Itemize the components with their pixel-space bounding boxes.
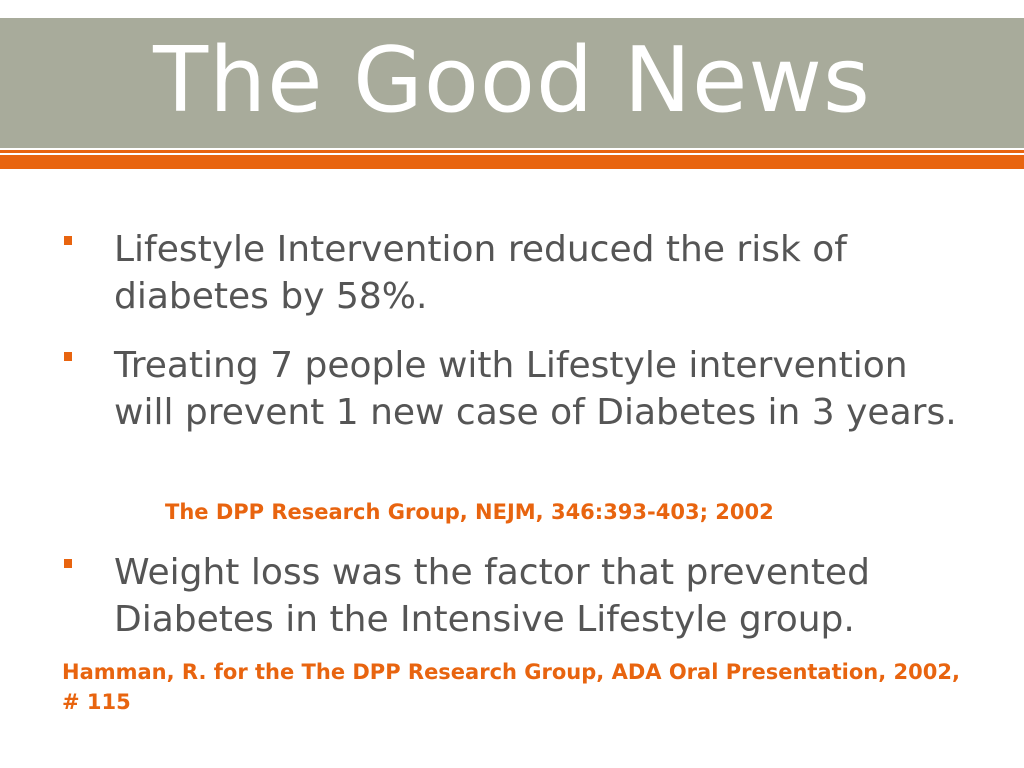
slide-title: The Good News	[153, 28, 871, 133]
bullet-text: Treating 7 people with Lifestyle interve…	[114, 345, 957, 433]
square-bullet-icon	[64, 352, 72, 361]
accent-divider-thin	[0, 150, 1024, 153]
square-bullet-icon	[64, 559, 72, 568]
bullet-text: Weight loss was the factor that prevente…	[114, 552, 870, 640]
accent-divider-bar	[0, 155, 1024, 169]
title-band: The Good News	[0, 18, 1024, 148]
bullet-text: Lifestyle Intervention reduced the risk …	[114, 229, 847, 317]
square-bullet-icon	[64, 236, 72, 245]
citation-hamman-ada: Hamman, R. for the The DPP Research Grou…	[62, 660, 960, 714]
citation-dpp-nejm: The DPP Research Group, NEJM, 346:393-40…	[165, 500, 774, 524]
